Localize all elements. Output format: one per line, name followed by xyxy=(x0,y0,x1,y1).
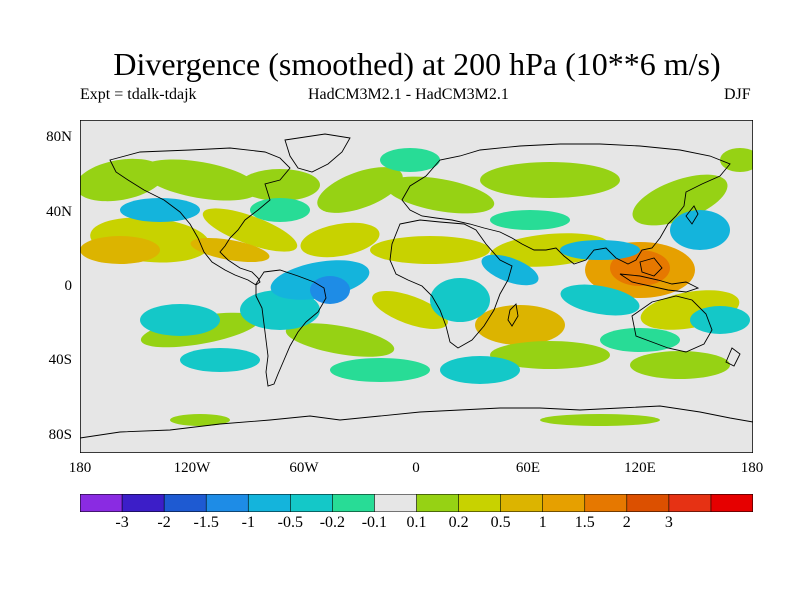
divergence-field xyxy=(80,148,753,426)
colorbar-cell xyxy=(584,494,628,512)
divergence-contour-blob xyxy=(140,159,260,201)
lat-label-eq: 0 xyxy=(64,278,73,294)
lon-label-0: 0 xyxy=(412,460,420,476)
colorbar-tick-label: 1 xyxy=(538,514,547,531)
colorbar-cell xyxy=(290,494,334,512)
divergence-contour-blob xyxy=(481,254,539,286)
colorbar-tick-label: -1 xyxy=(241,514,255,531)
colorbar-tick-label: -0.1 xyxy=(361,514,388,531)
model-label: HadCM3M2.1 - HadCM3M2.1 xyxy=(308,86,509,103)
colorbar-tick-label: -1.5 xyxy=(193,514,219,531)
divergence-contour-blob xyxy=(560,240,640,260)
colorbar-tick-label: 3 xyxy=(664,514,673,531)
colorbar-cell xyxy=(542,494,586,512)
divergence-contour-blob xyxy=(330,358,430,382)
coast-south-america xyxy=(255,269,327,387)
colorbar-cell xyxy=(121,494,165,512)
coast-greenland xyxy=(284,133,351,173)
lat-label-80n: 80N xyxy=(46,129,72,145)
lon-label-120e: 120E xyxy=(624,460,656,476)
colorbar-cell xyxy=(205,494,249,512)
divergence-contour-blob xyxy=(80,236,160,264)
colorbar-cell xyxy=(80,494,123,512)
coast-australia xyxy=(631,295,713,353)
divergence-contour-blob xyxy=(180,348,260,372)
divergence-contour-blob xyxy=(372,291,448,329)
divergence-contour-blob xyxy=(380,148,440,172)
divergence-contour-blob xyxy=(670,210,730,250)
divergence-contour-blob xyxy=(240,169,320,201)
colorbar-cell xyxy=(668,494,712,512)
lat-label-40n: 40N xyxy=(46,204,72,220)
divergence-contour-blob xyxy=(430,278,490,322)
divergence-contour-blob xyxy=(317,167,403,213)
divergence-contour-blob xyxy=(480,162,620,198)
experiment-label: Expt = tdalk-tdajk xyxy=(80,86,197,103)
divergence-contour-blob xyxy=(490,210,570,230)
divergence-contour-blob xyxy=(385,176,495,214)
lon-label-60w: 60W xyxy=(289,460,319,476)
coastlines xyxy=(80,133,753,439)
lon-label-60e: 60E xyxy=(515,460,541,476)
lon-label-120w: 120W xyxy=(173,460,211,476)
plot-title: Divergence (smoothed) at 200 hPa (10**6 … xyxy=(113,46,721,82)
divergence-contour-blob xyxy=(310,276,350,304)
lon-label-180w: 180 xyxy=(68,460,92,476)
colorbar-cell xyxy=(416,494,460,512)
colorbar-tick-label: 1.5 xyxy=(574,514,595,531)
coast-borneo xyxy=(639,257,663,277)
divergence-contour-blob xyxy=(440,356,520,384)
divergence-contour-blob xyxy=(475,305,565,345)
divergence-contour-blob xyxy=(140,304,220,336)
colorbar-cell xyxy=(374,494,418,512)
colorbar-cell xyxy=(163,494,207,512)
season-label: DJF xyxy=(724,86,751,103)
coast-antarctica xyxy=(80,405,753,439)
divergence-contour-blob xyxy=(250,198,310,222)
colorbar-cell xyxy=(710,494,753,512)
colorbar-tick-label: -3 xyxy=(115,514,129,531)
colorbar-cell xyxy=(247,494,292,512)
colorbar xyxy=(80,494,753,512)
divergence-contour-blob xyxy=(600,328,680,352)
divergence-contour-blob xyxy=(490,341,610,369)
coast-madagascar xyxy=(507,303,519,327)
coast-indonesia xyxy=(619,273,700,293)
lat-label-80s: 80S xyxy=(48,427,72,443)
divergence-contour-blob xyxy=(170,414,230,426)
divergence-contour-blob xyxy=(632,174,728,226)
divergence-contour-blob xyxy=(202,208,298,252)
divergence-contour-blob xyxy=(120,198,200,222)
divergence-contour-blob xyxy=(300,222,380,258)
coast-new-zealand xyxy=(725,347,741,367)
divergence-contour-blob xyxy=(240,290,320,330)
colorbar-tick-label: 0.2 xyxy=(448,514,469,531)
colorbar-cell xyxy=(332,494,376,512)
divergence-contour-blob xyxy=(560,284,640,316)
divergence-contour-blob xyxy=(630,351,730,379)
coast-africa xyxy=(389,219,513,349)
coast-north-america xyxy=(109,147,291,286)
colorbar-tick-label: -0.2 xyxy=(319,514,346,531)
colorbar-cell xyxy=(626,494,670,512)
lon-label-180e: 180 xyxy=(740,460,764,476)
colorbar-tick-label: 2 xyxy=(622,514,631,531)
divergence-contour-blob xyxy=(285,323,395,357)
coast-japan xyxy=(685,205,699,225)
colorbar-cell xyxy=(458,494,502,512)
colorbar-tick-label: 0.1 xyxy=(406,514,427,531)
divergence-contour-blob xyxy=(370,236,490,264)
colorbar-tick-label: 0.5 xyxy=(490,514,511,531)
divergence-contour-blob xyxy=(190,237,270,263)
coast-eurasia xyxy=(401,143,731,265)
colorbar-tick-label: -2 xyxy=(157,514,171,531)
divergence-contour-blob xyxy=(540,414,660,426)
lat-label-40s: 40S xyxy=(48,352,72,368)
divergence-map xyxy=(80,120,753,453)
divergence-contour-blob xyxy=(690,306,750,334)
colorbar-tick-label: -0.5 xyxy=(277,514,303,531)
colorbar-cell xyxy=(500,494,544,512)
